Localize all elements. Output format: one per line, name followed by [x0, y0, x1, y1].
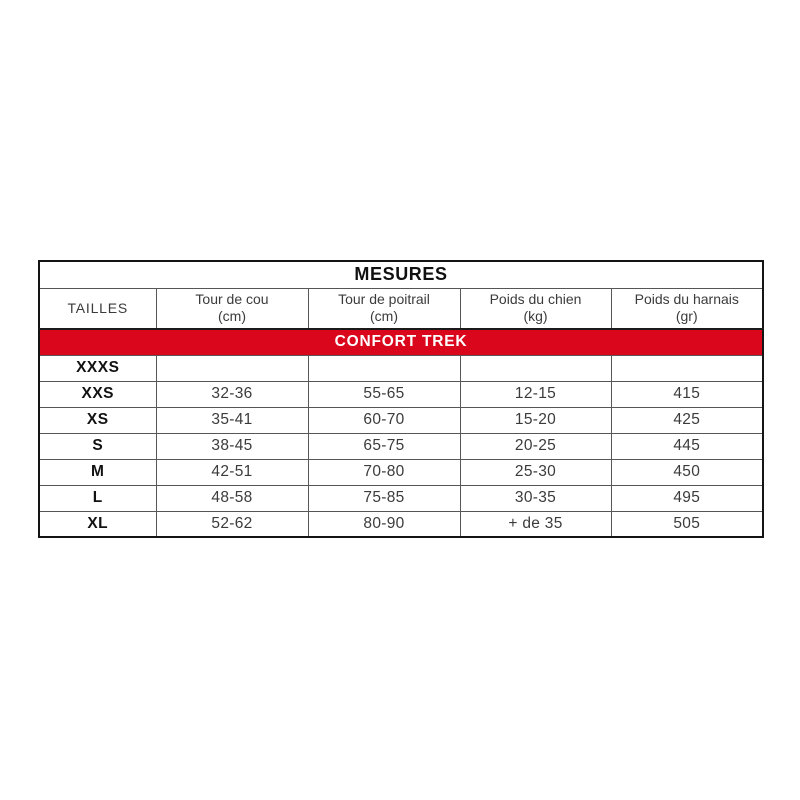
harness-weight-cell: [610, 354, 764, 382]
title-row: MESURES: [38, 260, 764, 289]
column-header-chest: Tour de poitrail (cm): [307, 287, 461, 330]
column-header-dog-weight-unit: (kg): [523, 308, 548, 325]
table-row-m: M 42-51 70-80 25-30 450: [38, 458, 764, 486]
column-header-harness-weight-unit: (gr): [675, 308, 698, 325]
column-header-dog-weight-label: Poids du chien: [489, 290, 582, 307]
neck-cell: [155, 354, 309, 382]
size-cell: M: [38, 458, 157, 486]
product-band-row: CONFORT TREK: [38, 328, 764, 356]
chest-cell: 80-90: [307, 510, 461, 538]
harness-weight-cell: 450: [610, 458, 764, 486]
table-row-xxxs: XXXS: [38, 354, 764, 382]
column-header-harness-weight: Poids du harnais (gr): [610, 287, 764, 330]
size-cell: L: [38, 484, 157, 512]
harness-weight-cell: 495: [610, 484, 764, 512]
column-header-chest-unit: (cm): [370, 308, 398, 325]
table-row-s: S 38-45 65-75 20-25 445: [38, 432, 764, 460]
neck-cell: 42-51: [155, 458, 309, 486]
size-cell: XS: [38, 406, 157, 434]
table-row-xl: XL 52-62 80-90 + de 35 505: [38, 510, 764, 538]
neck-cell: 52-62: [155, 510, 309, 538]
chest-cell: 60-70: [307, 406, 461, 434]
dog-weight-cell: + de 35: [459, 510, 612, 538]
chest-cell: 55-65: [307, 380, 461, 408]
size-chart-table: MESURES TAILLES Tour de cou (cm) Tour de…: [38, 260, 765, 538]
column-header-dog-weight: Poids du chien (kg): [459, 287, 612, 330]
column-header-chest-label: Tour de poitrail: [338, 290, 430, 307]
size-cell: XXXS: [38, 354, 157, 382]
dog-weight-cell: [459, 354, 612, 382]
harness-weight-cell: 445: [610, 432, 764, 460]
dog-weight-cell: 12-15: [459, 380, 612, 408]
neck-cell: 38-45: [155, 432, 309, 460]
size-cell: XL: [38, 510, 157, 538]
chest-cell: 70-80: [307, 458, 461, 486]
column-header-neck-label: Tour de cou: [195, 290, 269, 307]
size-cell: S: [38, 432, 157, 460]
table-row-xxs: XXS 32-36 55-65 12-15 415: [38, 380, 764, 408]
harness-weight-cell: 425: [610, 406, 764, 434]
column-header-row: TAILLES Tour de cou (cm) Tour de poitrai…: [38, 287, 764, 330]
dog-weight-cell: 20-25: [459, 432, 612, 460]
neck-cell: 35-41: [155, 406, 309, 434]
column-header-tailles: TAILLES: [38, 287, 157, 330]
chest-cell: 75-85: [307, 484, 461, 512]
chest-cell: 65-75: [307, 432, 461, 460]
chest-cell: [307, 354, 461, 382]
column-header-neck-unit: (cm): [218, 308, 246, 325]
harness-weight-cell: 505: [610, 510, 764, 538]
dog-weight-cell: 25-30: [459, 458, 612, 486]
table-title: MESURES: [38, 260, 764, 289]
dog-weight-cell: 30-35: [459, 484, 612, 512]
neck-cell: 32-36: [155, 380, 309, 408]
harness-weight-cell: 415: [610, 380, 764, 408]
table-row-xs: XS 35-41 60-70 15-20 425: [38, 406, 764, 434]
column-header-harness-weight-label: Poids du harnais: [634, 290, 739, 307]
neck-cell: 48-58: [155, 484, 309, 512]
product-band-label: CONFORT TREK: [38, 328, 764, 356]
table-row-l: L 48-58 75-85 30-35 495: [38, 484, 764, 512]
size-cell: XXS: [38, 380, 157, 408]
column-header-neck: Tour de cou (cm): [155, 287, 309, 330]
dog-weight-cell: 15-20: [459, 406, 612, 434]
